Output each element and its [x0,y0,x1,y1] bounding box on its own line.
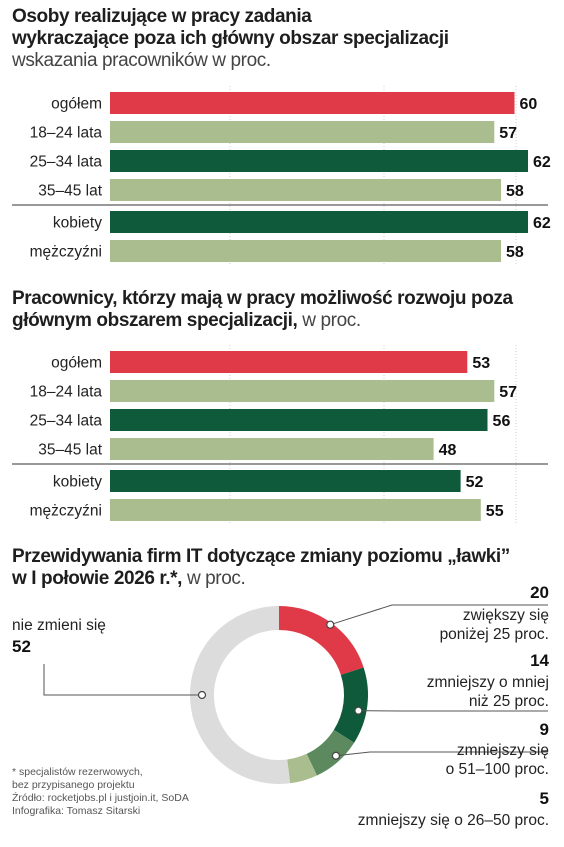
leader-line [43,664,202,696]
leader-dot [197,690,207,700]
chart2-bars: ogółem 53 18–24 lata 57 25–34 lata 56 35–45 la… [12,345,548,525]
donut-label: zwiększy się [463,607,549,624]
donut-label: nie zmieni się [12,617,106,634]
chart1-category-label: 25–34 lata [30,154,103,171]
donut-label: poniżej 25 proc. [440,626,549,643]
chart2-category-label: 35–45 lat [38,442,102,459]
chart1-bar [110,92,515,114]
footnote-1: * specjalistów rezerwowych, [12,766,143,778]
chart2-category-label: kobiety [53,474,102,491]
chart1-title: Osoby realizujące w pracy zadania wykrac… [12,6,552,72]
donut-value: 20 [530,583,549,602]
chart2-value-label: 52 [466,474,484,491]
chart1-category-label: 35–45 lat [38,183,102,200]
chart1-subtitle: wskazania pracowników w proc. [12,50,271,71]
chart1-value-label: 58 [506,244,524,261]
chart2-category-label: 18–24 lata [30,384,103,401]
chart3-title: Przewidywania firm IT dotyczące zmiany p… [12,546,552,590]
chart1-category-label: ogółem [51,96,102,113]
chart1-bars: ogółem 60 18–24 lata 57 25–34 lata 62 35–45 la… [12,86,551,266]
footnote-2: bez przypisanego projektu [12,779,135,791]
chart1-value-label: 60 [520,96,538,113]
chart2-bar [110,470,461,492]
chart1-title-line2: wykraczające poza ich główny obszar spec… [12,28,449,49]
chart1-value-label: 62 [533,215,551,232]
chart1-value-label: 62 [533,154,551,171]
leader-dot [331,751,341,760]
donut-label: zmniejszy się o 26–50 proc. [358,812,549,829]
chart2-bar [110,438,434,460]
chart3-title-suffix: w proc. [182,568,246,589]
chart1-bar [110,211,528,233]
chart2-bar [110,380,495,402]
leader-line [335,751,548,757]
donut-value: 14 [530,651,549,670]
donut-label: niż 25 proc. [469,693,549,710]
chart3-title-line1: Przewidywania firm IT dotyczące zmiany p… [12,546,510,567]
donut-label: o 51–100 proc. [446,761,549,778]
donut-slice [333,667,368,743]
donut-slice [286,753,317,784]
chart2-bar [110,409,488,431]
donut-label: zmniejszy się [457,742,549,759]
chart1-category-label: mężczyźni [30,244,102,261]
chart2-title-line2: głównym obszarem specjalizacji, [12,310,298,331]
donut-slice [306,729,355,776]
chart2-title: Pracownicy, którzy mają w pracy możliwoś… [12,288,552,332]
footnote-credit: Infografika: Tomasz Sitarski [12,805,141,817]
leader-dot [354,706,363,715]
donut-value: 52 [12,637,31,656]
chart2-value-label: 56 [493,413,511,430]
chart2-value-label: 53 [472,355,490,372]
chart2-value-label: 57 [499,384,517,401]
chart2-category-label: 25–34 lata [30,413,103,430]
chart2-title-suffix: w proc. [297,310,361,331]
leader-line [330,604,548,626]
footnotes: * specjalistów rezerwowych, bez przypisa… [12,766,189,818]
chart2-bar [110,499,481,521]
chart2-category-label: mężczyźni [30,503,102,520]
chart1-bar [110,150,528,172]
chart2-value-label: 55 [486,503,504,520]
footnote-source: Źródło: rocketjobs.pl i justjoin.it, SoD… [12,792,189,804]
donut-slice [189,606,291,784]
donut-value: 5 [540,789,549,808]
chart1-title-line1: Osoby realizujące w pracy zadania [12,6,312,27]
chart3-title-line2: w I połowie 2026 r.*, [12,568,183,589]
chart2-value-label: 48 [439,442,457,459]
donut-label: zmniejszy o mniej [427,674,549,691]
donut-value: 9 [540,720,549,739]
chart1-bar [110,121,495,143]
chart2-category-label: ogółem [51,355,102,372]
chart1-value-label: 57 [499,125,517,142]
donut-slice [278,606,364,676]
chart1-bar [110,240,501,262]
chart1-bar [110,179,501,201]
chart1-value-label: 58 [506,183,524,200]
chart2-bar [110,351,468,373]
chart1-category-label: 18–24 lata [30,125,103,142]
leader-dot [326,620,335,629]
chart2-title-line1: Pracownicy, którzy mają w pracy możliwoś… [12,288,513,309]
chart1-category-label: kobiety [53,215,102,232]
